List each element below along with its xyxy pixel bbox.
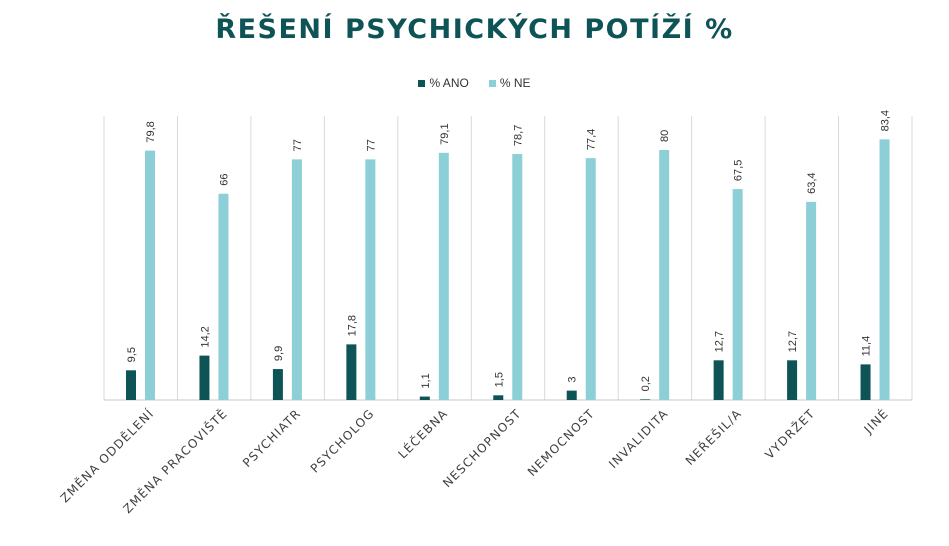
bar-ano bbox=[126, 370, 136, 400]
category-label: NEMOCNOST bbox=[525, 406, 598, 479]
category-label: NEŘEŠIL/A bbox=[682, 406, 744, 468]
bar-ne bbox=[879, 139, 890, 400]
bar-ne bbox=[512, 154, 523, 400]
bar-ano bbox=[640, 399, 651, 400]
bar-ne bbox=[291, 159, 302, 400]
data-label-ano: 1,5 bbox=[493, 372, 505, 387]
bar-ano bbox=[419, 396, 430, 400]
data-label-ne: 63,4 bbox=[806, 172, 818, 193]
legend-swatch-ne bbox=[488, 79, 496, 87]
data-label-ano: 12,7 bbox=[787, 331, 799, 352]
legend-item-ano: % ANO bbox=[418, 76, 469, 90]
data-label-ano: 3 bbox=[567, 377, 579, 383]
bar-ano bbox=[199, 355, 210, 400]
data-label-ano: 17,8 bbox=[346, 315, 358, 336]
category-label: VYDRŽET bbox=[762, 406, 818, 462]
bar-ne bbox=[732, 189, 743, 400]
bar-ne bbox=[218, 193, 229, 400]
category-label: NESCHOPNOST bbox=[440, 406, 524, 490]
legend-item-ne: % NE bbox=[488, 76, 531, 90]
category-label: LÉČEBNA bbox=[395, 406, 451, 462]
category-label: INVALIDITA bbox=[606, 406, 671, 471]
bar-ano bbox=[713, 360, 724, 400]
bar-ne bbox=[365, 159, 376, 400]
bar-ne bbox=[806, 201, 817, 400]
data-label-ne: 77 bbox=[365, 139, 377, 151]
data-label-ne: 77,4 bbox=[586, 129, 598, 150]
bar-ano bbox=[787, 360, 798, 400]
bar-ano bbox=[860, 364, 871, 400]
category-label: PSYCHOLOG bbox=[308, 406, 377, 475]
data-label-ano: 11,4 bbox=[861, 336, 873, 357]
data-label-ne: 67,5 bbox=[733, 160, 745, 181]
bar-ano bbox=[272, 369, 283, 400]
data-label-ne: 77 bbox=[292, 139, 304, 151]
data-label-ne: 78,7 bbox=[512, 125, 524, 146]
category-label: PSYCHIATR bbox=[240, 406, 304, 470]
data-label-ne: 83,4 bbox=[880, 110, 892, 131]
chart-title: ŘEŠENÍ PSYCHICKÝCH POTÍŽÍ % bbox=[215, 14, 734, 45]
data-label-ne: 66 bbox=[218, 174, 230, 186]
legend: % ANO % NE bbox=[0, 76, 949, 90]
bar-ne bbox=[145, 150, 155, 400]
data-label-ano: 0,2 bbox=[640, 376, 652, 391]
data-label-ne: 79,1 bbox=[439, 123, 451, 144]
bar-ano bbox=[493, 395, 504, 400]
data-label-ne: 80 bbox=[659, 130, 671, 142]
data-label-ano: 9,5 bbox=[126, 347, 138, 362]
data-label-ano: 12,7 bbox=[714, 331, 726, 352]
category-label: JINÉ bbox=[860, 406, 891, 437]
bar-ano bbox=[346, 344, 357, 400]
data-label-ne: 79,8 bbox=[145, 121, 157, 142]
bar-ne bbox=[585, 158, 596, 400]
data-label-ano: 9,9 bbox=[273, 346, 285, 361]
legend-swatch-ano bbox=[418, 79, 426, 87]
data-label-ano: 14,2 bbox=[199, 326, 211, 347]
bar-ne bbox=[659, 150, 670, 400]
data-label-ano: 1,1 bbox=[420, 373, 432, 388]
legend-label-ano: % ANO bbox=[429, 76, 469, 90]
bar-ano bbox=[566, 390, 577, 400]
legend-label-ne: % NE bbox=[499, 76, 531, 90]
bar-ne bbox=[438, 152, 449, 400]
